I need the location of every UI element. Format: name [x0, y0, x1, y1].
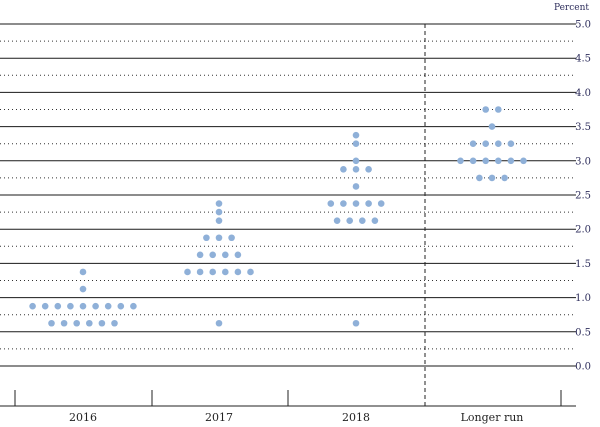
data-point: [196, 268, 204, 276]
data-point: [247, 268, 254, 276]
x-category-label: 2017: [205, 411, 233, 424]
data-point: [495, 106, 502, 113]
y-tick-label: 2.5: [575, 191, 591, 202]
data-point: [86, 319, 93, 327]
data-point: [352, 131, 360, 139]
y-tick-label: 4.5: [575, 54, 591, 65]
data-point: [352, 183, 360, 190]
data-point: [67, 302, 74, 310]
data-point: [29, 302, 36, 310]
data-point: [520, 157, 527, 165]
data-point: [117, 302, 125, 310]
data-point: [488, 123, 496, 130]
gridlines: [0, 23, 576, 367]
data-point: [333, 217, 341, 224]
data-point: [352, 319, 360, 327]
data-point: [228, 234, 235, 242]
data-point: [365, 166, 372, 173]
y-tick-label: 2.0: [575, 225, 591, 236]
data-point: [346, 217, 354, 224]
y-tick-label: 4.0: [575, 88, 591, 99]
data-point: [215, 217, 223, 224]
data-point: [234, 268, 242, 276]
data-point: [469, 140, 477, 147]
y-axis-tick-labels: 0.0 0.5 1.0 1.5 2.0 2.5 3.0 3.5 4.0 4.5 5.0: [575, 20, 591, 373]
data-point: [495, 140, 502, 147]
y-tick-label: 5.0: [575, 20, 591, 31]
data-point: [111, 319, 118, 327]
y-tick-label: 0.5: [575, 327, 591, 338]
data-point: [184, 268, 191, 276]
data-point: [371, 217, 379, 224]
data-point: [476, 174, 483, 182]
data-point: [377, 200, 385, 207]
data-point: [79, 285, 87, 293]
data-point: [196, 251, 204, 259]
data-point: [495, 157, 502, 165]
data-point: [234, 251, 242, 259]
data-point: [130, 302, 137, 310]
data-point: [352, 140, 360, 147]
data-point: [209, 251, 216, 259]
data-point: [352, 157, 360, 165]
data-point: [501, 174, 508, 182]
y-tick-label: 1.0: [575, 293, 591, 304]
data-point: [215, 234, 223, 242]
data-point: [215, 200, 223, 207]
data-point: [340, 166, 347, 173]
data-point: [365, 200, 372, 207]
x-category-label: 2016: [69, 411, 97, 424]
data-point: [457, 157, 464, 165]
data-point: [488, 174, 496, 182]
data-point: [60, 319, 68, 327]
data-point: [79, 302, 87, 310]
data-point: [359, 217, 366, 224]
data-point: [482, 106, 490, 113]
data-point: [352, 200, 360, 207]
data-point: [79, 268, 87, 276]
x-category-label: 2018: [342, 411, 370, 424]
data-point: [469, 157, 477, 165]
data-point: [482, 157, 490, 165]
data-point: [482, 140, 490, 147]
data-point: [209, 268, 216, 276]
x-category-label: Longer run: [461, 411, 524, 424]
data-points: [29, 106, 527, 327]
data-point: [48, 319, 55, 327]
data-point: [73, 319, 80, 327]
y-tick-label: 3.0: [575, 156, 591, 167]
y-tick-label: 3.5: [575, 122, 591, 133]
data-point: [203, 234, 210, 242]
unit-label: Percent: [554, 3, 589, 13]
data-point: [215, 208, 223, 216]
data-point: [98, 319, 106, 327]
data-point: [41, 302, 49, 310]
data-point: [507, 157, 515, 165]
data-point: [54, 302, 62, 310]
data-point: [507, 140, 515, 147]
data-point: [215, 319, 223, 327]
y-tick-label: 1.5: [575, 259, 591, 270]
y-tick-label: 0.0: [575, 362, 591, 373]
data-point: [340, 200, 347, 207]
data-point: [352, 166, 360, 173]
data-point: [222, 251, 229, 259]
x-axis-category-labels: 2016 2017 2018 Longer run: [69, 411, 523, 424]
data-point: [92, 302, 99, 310]
data-point: [327, 200, 335, 207]
x-axis: [0, 390, 576, 407]
data-point: [222, 268, 229, 276]
data-point: [104, 302, 112, 310]
